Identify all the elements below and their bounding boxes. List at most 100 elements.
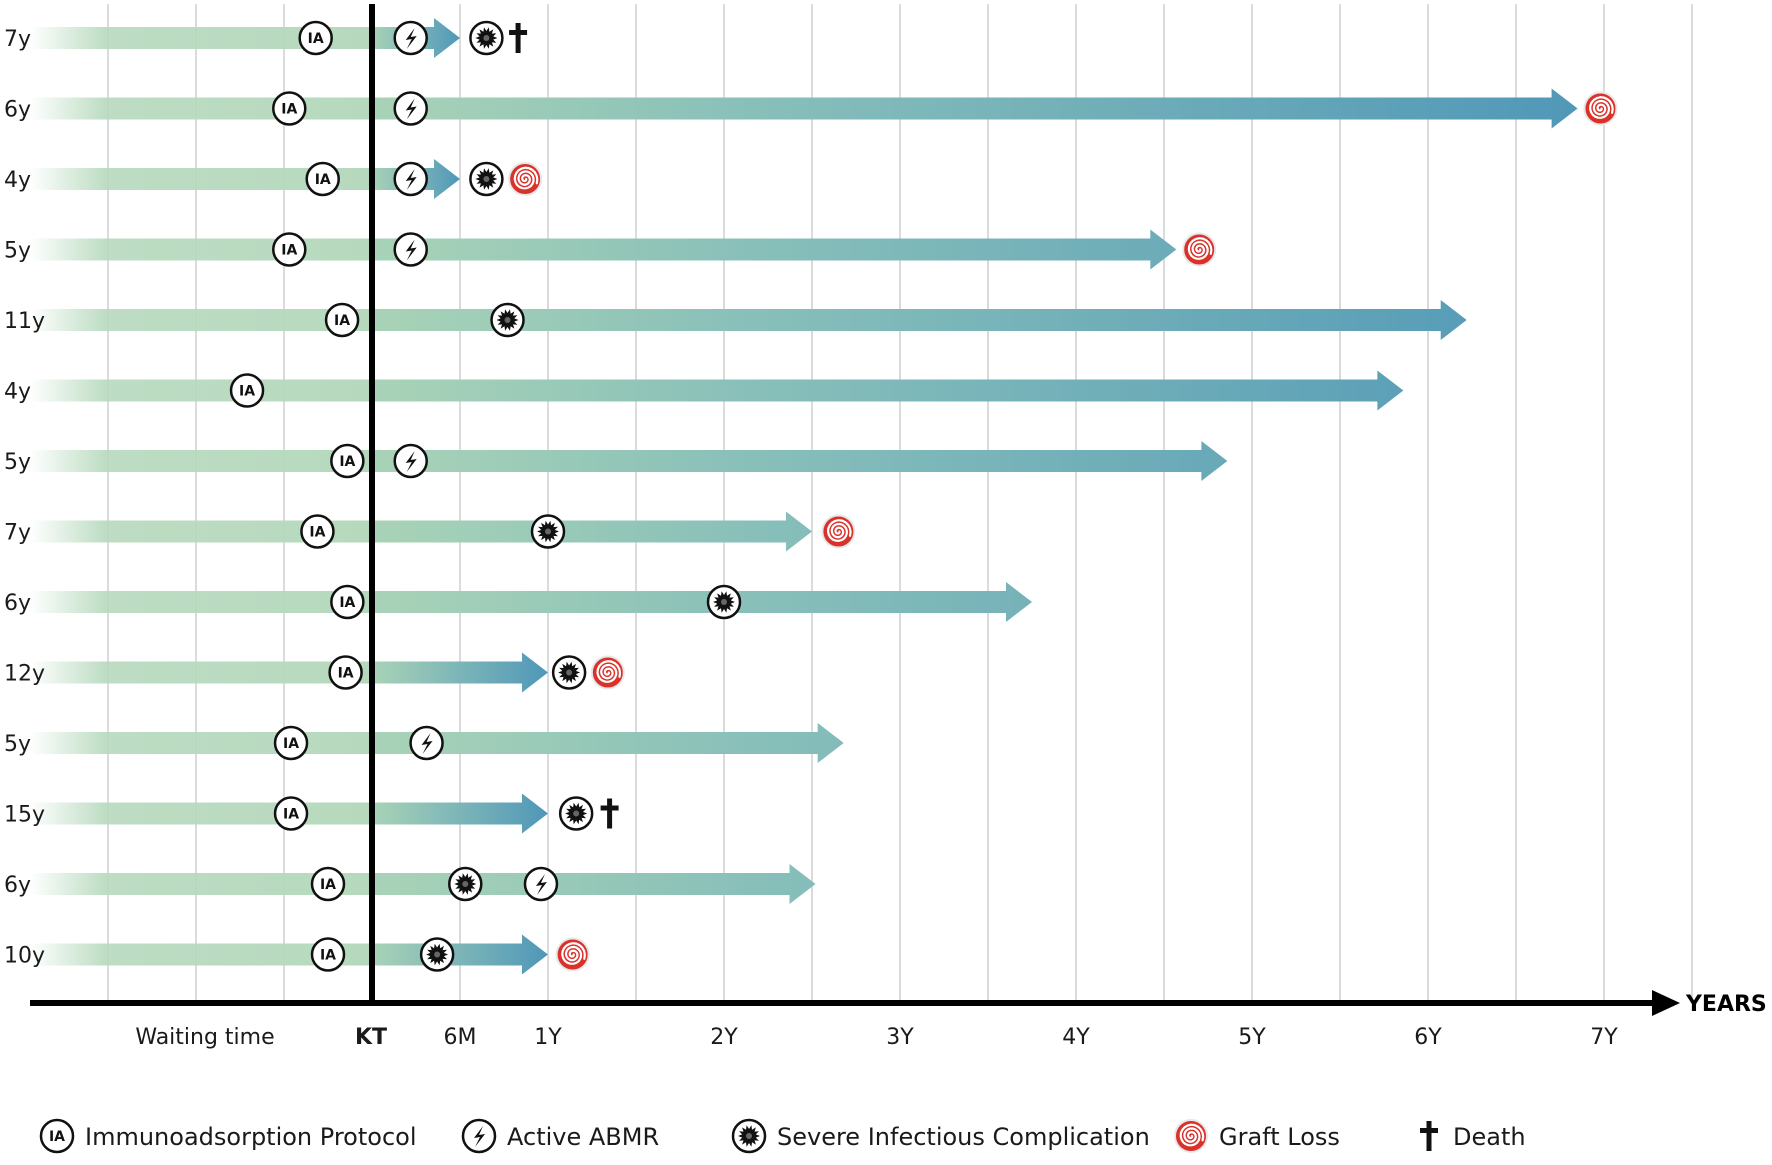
spiral-icon	[1182, 232, 1217, 267]
legend-item-graft-loss: Graft Loss	[1174, 1119, 1340, 1153]
x-tick-label: 1Y	[534, 1025, 562, 1050]
ia-icon-ring	[39, 1118, 75, 1154]
ia-icon-text: IA	[315, 172, 331, 188]
infection-icon	[469, 161, 504, 197]
ia-icon-ring	[272, 91, 307, 126]
waiting-years-label: 5y	[4, 239, 31, 264]
patient-row: IA	[324, 302, 525, 338]
waiting-years-label: 10y	[4, 944, 45, 969]
follow-up-arrow	[372, 652, 548, 693]
patient-row: IA	[273, 725, 444, 761]
cross-icon-bar	[600, 805, 619, 811]
follow-up-arrow	[372, 229, 1177, 270]
cross-icon-stem	[1426, 1121, 1432, 1151]
lightning-icon-bolt	[405, 169, 417, 190]
patient-row: IA	[229, 373, 265, 408]
waiting-years-label: 15y	[4, 803, 45, 828]
cross-icon-bar	[509, 30, 528, 35]
cross-icon	[1420, 1121, 1438, 1151]
ia-icon: IA	[39, 1118, 75, 1154]
ia-icon-text: IA	[320, 877, 336, 893]
lightning-icon-bolt	[474, 1126, 485, 1147]
lightning-icon-bolt	[405, 451, 417, 472]
ia-icon-text: IA	[339, 454, 355, 470]
ia-icon-text: IA	[281, 102, 297, 118]
lightning-icon	[523, 866, 559, 902]
infection-icon-core	[545, 528, 551, 535]
legend: IA Immunoadsorption Protocol Active ABMR Se…	[39, 1118, 1526, 1154]
waiting-bar	[30, 943, 372, 966]
ia-icon-ring	[272, 232, 307, 267]
ia-icon-text: IA	[339, 595, 355, 611]
spiral-icon	[555, 937, 590, 972]
legend-label: Immunoadsorption Protocol	[85, 1123, 417, 1151]
legend-item-abmr: Active ABMR	[461, 1118, 659, 1154]
cross-icon-stem	[607, 798, 613, 829]
waiting-bar	[30, 661, 372, 684]
waiting-bar	[30, 520, 372, 543]
lightning-icon	[393, 20, 428, 56]
lightning-icon	[461, 1118, 497, 1154]
infection-icon	[530, 514, 566, 549]
legend-item-ia: IA Immunoadsorption Protocol	[39, 1118, 417, 1154]
waiting-bar	[30, 309, 372, 331]
waiting-years-label: 6y	[4, 98, 31, 123]
cross-icon	[509, 23, 528, 53]
ia-icon-ring	[300, 514, 335, 549]
ia-icon-ring	[330, 443, 365, 479]
follow-up-arrow	[372, 723, 844, 763]
infection-icon	[419, 937, 455, 972]
spiral-icon-swirl	[826, 519, 852, 542]
x-tick-label: 6Y	[1414, 1025, 1442, 1050]
ia-icon: IA	[229, 373, 265, 408]
event-markers: IA IA IA IA IA IA IA IA IA IA IA IA IA IA	[229, 20, 1618, 972]
x-tick-label: 6M	[444, 1025, 477, 1050]
ia-icon-ring	[273, 725, 309, 761]
infection-icon-core	[483, 35, 490, 41]
spiral-icon-swirl	[1179, 1123, 1205, 1147]
waiting-years-label: 11y	[4, 309, 45, 334]
spiral-icon	[508, 162, 543, 196]
ia-icon-ring	[328, 655, 363, 690]
spiral-icon	[1583, 91, 1618, 126]
waiting-bar	[30, 591, 372, 613]
infection-icon-core	[504, 317, 511, 323]
waiting-bar	[30, 379, 372, 402]
x-tick-label: KT	[355, 1025, 387, 1050]
waiting-years-label: 4y	[4, 380, 31, 405]
infection-icon	[706, 584, 742, 620]
patient-row: IA	[305, 161, 543, 197]
ia-icon-text: IA	[239, 384, 255, 400]
waiting-bar	[30, 27, 372, 49]
lightning-icon-bolt	[535, 874, 547, 895]
ia-icon: IA	[330, 443, 365, 479]
ia-icon: IA	[272, 232, 307, 267]
spiral-icon-swirl	[1589, 96, 1614, 119]
ia-icon: IA	[305, 161, 340, 197]
legend-label: Active ABMR	[507, 1123, 659, 1151]
infection-icon	[490, 302, 525, 338]
cross-icon-stem	[515, 23, 521, 53]
ia-icon-ring	[273, 796, 309, 831]
ia-icon: IA	[272, 91, 307, 126]
patient-row: IA	[273, 796, 619, 831]
infection-icon-core	[721, 599, 727, 605]
waiting-years-label: 4y	[4, 168, 31, 193]
ia-icon: IA	[273, 725, 309, 761]
patient-row: IA	[272, 232, 1217, 267]
x-tick-label: 5Y	[1238, 1025, 1266, 1050]
follow-up-arrow	[372, 864, 816, 904]
patient-row: IA	[298, 20, 528, 56]
lightning-icon	[393, 161, 428, 197]
follow-up-arrow	[372, 511, 812, 552]
waiting-years-label: 6y	[4, 591, 31, 616]
patient-row: IA	[272, 91, 1618, 126]
infection-icon	[731, 1118, 767, 1154]
ia-icon: IA	[300, 514, 335, 549]
cross-icon	[600, 798, 619, 829]
ia-icon-ring	[298, 20, 333, 56]
waiting-bar	[30, 732, 372, 754]
ia-icon-ring	[310, 866, 346, 902]
waiting-bar	[30, 450, 372, 472]
